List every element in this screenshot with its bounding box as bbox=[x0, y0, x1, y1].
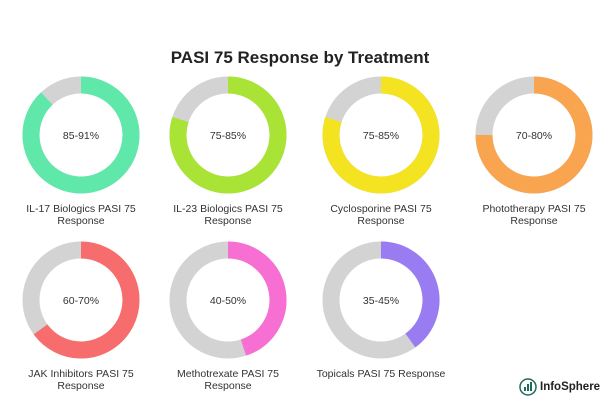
donut-card-phototherapy: 70-80% Phototherapy PASI 75 Response bbox=[459, 75, 600, 227]
donut-value-label: 60-70% bbox=[63, 295, 99, 307]
donut-value-label: 35-45% bbox=[363, 295, 399, 307]
donut-arc-jak bbox=[33, 241, 140, 359]
donut-arc-phototherapy bbox=[475, 76, 593, 194]
chart-title: PASI 75 Response by Treatment bbox=[170, 48, 430, 67]
donut-label: JAK Inhibitors PASI 75 Response bbox=[28, 368, 134, 392]
infosphere-logo-icon bbox=[519, 378, 537, 396]
donut-arc-methotrexate bbox=[227, 241, 287, 356]
donut-value-label: 40-50% bbox=[210, 295, 246, 307]
donut-chart-il17: 85-91% bbox=[22, 76, 140, 194]
donut-label: Cyclosporine PASI 75 Response bbox=[330, 203, 432, 227]
donut-label: IL-23 Biologics PASI 75 Response bbox=[173, 203, 283, 227]
donut-value-label: 75-85% bbox=[210, 130, 246, 142]
donut-label: Methotrexate PASI 75 Response bbox=[177, 368, 279, 392]
donut-chart-il23: 75-85% bbox=[169, 76, 287, 194]
donut-card-topicals: 35-45% Topicals PASI 75 Response bbox=[306, 240, 456, 380]
donut-chart-cyclosporine: 75-85% bbox=[322, 76, 440, 194]
donut-chart-phototherapy: 70-80% bbox=[475, 76, 593, 194]
donut-card-il17: 85-91% IL-17 Biologics PASI 75 Response bbox=[6, 75, 156, 227]
donut-value-label: 70-80% bbox=[516, 130, 552, 142]
donut-arc-il23 bbox=[169, 76, 287, 194]
donut-label: Topicals PASI 75 Response bbox=[316, 368, 446, 380]
donut-value-label: 75-85% bbox=[363, 130, 399, 142]
infosphere-logo: InfoSphere bbox=[519, 378, 600, 396]
donut-card-jak: 60-70% JAK Inhibitors PASI 75 Response bbox=[6, 240, 156, 392]
donut-label: IL-17 Biologics PASI 75 Response bbox=[26, 203, 136, 227]
donut-arc-cyclosporine bbox=[322, 76, 440, 194]
donut-chart-jak: 60-70% bbox=[22, 241, 140, 359]
donut-card-il23: 75-85% IL-23 Biologics PASI 75 Response bbox=[153, 75, 303, 227]
donut-value-label: 85-91% bbox=[63, 130, 99, 142]
donut-arc-il17 bbox=[22, 76, 140, 194]
brand-name: InfoSphere bbox=[540, 381, 600, 393]
donut-chart-topicals: 35-45% bbox=[322, 241, 440, 359]
donut-card-methotrexate: 40-50% Methotrexate PASI 75 Response bbox=[153, 240, 303, 392]
donut-chart-methotrexate: 40-50% bbox=[169, 241, 287, 359]
donut-arc-topicals bbox=[380, 241, 440, 348]
donut-label: Phototherapy PASI 75 Response bbox=[482, 203, 586, 227]
donut-card-cyclosporine: 75-85% Cyclosporine PASI 75 Response bbox=[306, 75, 456, 227]
